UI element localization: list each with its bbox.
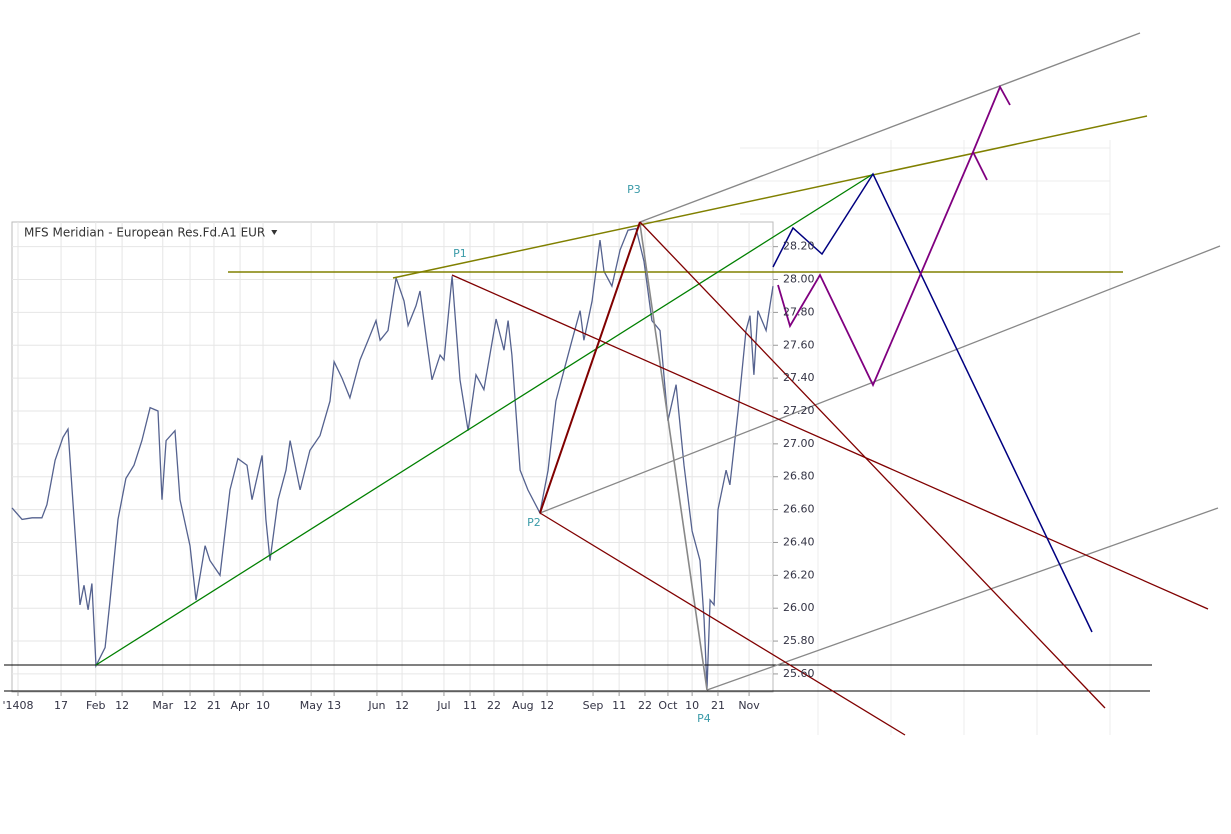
- x-tick-label: 12: [183, 699, 197, 712]
- x-tick-label: 11: [463, 699, 477, 712]
- y-tick-label: 28.20: [783, 240, 815, 253]
- y-tick-label: 27.80: [783, 305, 815, 318]
- x-tick-label: 12: [395, 699, 409, 712]
- x-tick-label: 21: [711, 699, 725, 712]
- outer-grid: [740, 140, 1111, 735]
- x-tick-label: 10: [256, 699, 270, 712]
- x-tick-label: May: [300, 699, 323, 712]
- x-tick-label: Aug: [512, 699, 533, 712]
- x-tick-label: 21: [207, 699, 221, 712]
- x-tick-label: Sep: [583, 699, 604, 712]
- projection-line: [777, 84, 1011, 388]
- x-tick-label: Jun: [367, 699, 385, 712]
- x-tick-label: Mar: [152, 699, 173, 712]
- x-tick-label: 12: [115, 699, 129, 712]
- dropdown-icon[interactable]: [271, 230, 278, 235]
- grid: [12, 222, 778, 696]
- y-tick-label: 25.60: [783, 667, 815, 680]
- y-tick-label: 27.20: [783, 404, 815, 417]
- pitchfork-line: [539, 512, 906, 736]
- x-tick-label: 13: [327, 699, 341, 712]
- point-label: P2: [527, 516, 541, 529]
- projection-line: [772, 172, 1093, 633]
- point-label: P3: [627, 183, 641, 196]
- y-tick-label: 27.60: [783, 338, 815, 351]
- y-tick-label: 26.00: [783, 601, 815, 614]
- trend-line: [95, 173, 874, 666]
- channel-line: [539, 245, 1221, 514]
- projection-line: [972, 151, 988, 181]
- channel-line: [639, 223, 708, 691]
- x-tick-label: Apr: [231, 699, 251, 712]
- pitchfork-line: [639, 221, 1106, 709]
- y-tick-label: 27.40: [783, 371, 815, 384]
- plot-frame: [11, 221, 774, 693]
- x-tick-label: Oct: [658, 699, 678, 712]
- x-tick-label: 10: [685, 699, 699, 712]
- x-tick-label: 22: [638, 699, 652, 712]
- x-tick-label: Feb: [86, 699, 105, 712]
- x-tick-label: 12: [540, 699, 554, 712]
- channel-line: [639, 32, 1141, 223]
- point-label: P4: [697, 712, 711, 725]
- y-tick-label: 27.00: [783, 437, 815, 450]
- drawing-tools: [4, 32, 1221, 736]
- point-label: P1: [453, 247, 467, 260]
- y-tick-label: 26.60: [783, 503, 815, 516]
- x-tick-label: '1408: [2, 699, 33, 712]
- x-tick-label: 17: [54, 699, 68, 712]
- pitchfork-line: [539, 221, 641, 514]
- chart-title[interactable]: MFS Meridian - European Res.Fd.A1 EUR: [24, 226, 265, 240]
- x-tick-label: Jul: [436, 699, 450, 712]
- y-tick-label: 26.20: [783, 568, 815, 581]
- trend-line: [392, 115, 1148, 279]
- x-tick-label: 11: [612, 699, 626, 712]
- y-tick-label: 25.80: [783, 634, 815, 647]
- pitchfork-line: [451, 274, 1209, 610]
- y-tick-label: 28.00: [783, 273, 815, 286]
- y-tick-label: 26.80: [783, 470, 815, 483]
- x-tick-label: 22: [487, 699, 501, 712]
- x-tick-label: Nov: [738, 699, 760, 712]
- channel-line: [706, 507, 1219, 691]
- y-tick-label: 26.40: [783, 535, 815, 548]
